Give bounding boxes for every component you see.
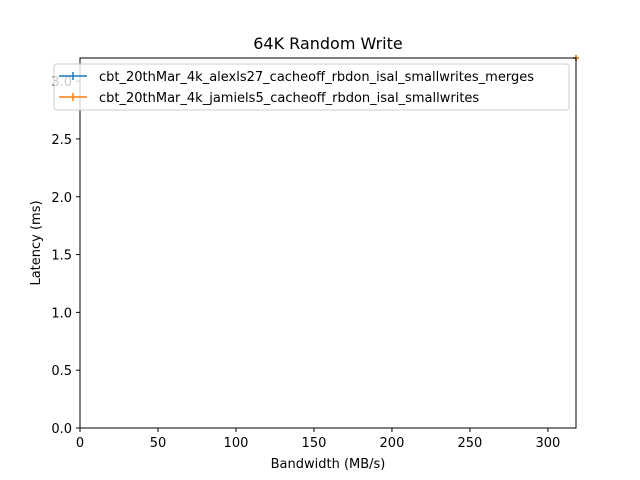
legend-label-2: cbt_20thMar_4k_jamiels5_cacheoff_rbdon_i… xyxy=(99,91,479,106)
x-tick-label: 50 xyxy=(150,436,167,451)
y-tick-label: 1.5 xyxy=(51,249,72,264)
x-tick-label: 100 xyxy=(224,436,249,451)
y-tick-label: 0.5 xyxy=(51,364,72,379)
x-tick-label: 150 xyxy=(302,436,327,451)
plot-frame xyxy=(79,57,577,429)
legend-box xyxy=(53,63,570,111)
y-tick-label: 1.0 xyxy=(51,306,72,321)
y-tick-label: 0.0 xyxy=(51,422,72,437)
x-tick-label: 300 xyxy=(536,436,561,451)
y-tick-label: 2.5 xyxy=(51,133,72,148)
legend-label-1: cbt_20thMar_4k_alexls27_cacheoff_rbdon_i… xyxy=(99,70,534,85)
x-tick-label: 200 xyxy=(380,436,405,451)
y-axis-label: Latency (ms) xyxy=(29,200,44,285)
y-tick-label: 2.0 xyxy=(51,191,72,206)
x-axis-ticks: 0 50 100 150 200 250 300 xyxy=(76,428,560,451)
x-tick-label: 250 xyxy=(458,436,483,451)
x-tick-label: 0 xyxy=(76,436,84,451)
chart-title: 64K Random Write xyxy=(253,34,403,53)
legend: cbt_20thMar_4k_alexls27_cacheoff_rbdon_i… xyxy=(53,63,570,111)
x-axis-label: Bandwidth (MB/s) xyxy=(271,457,386,472)
plot-area xyxy=(80,58,576,428)
